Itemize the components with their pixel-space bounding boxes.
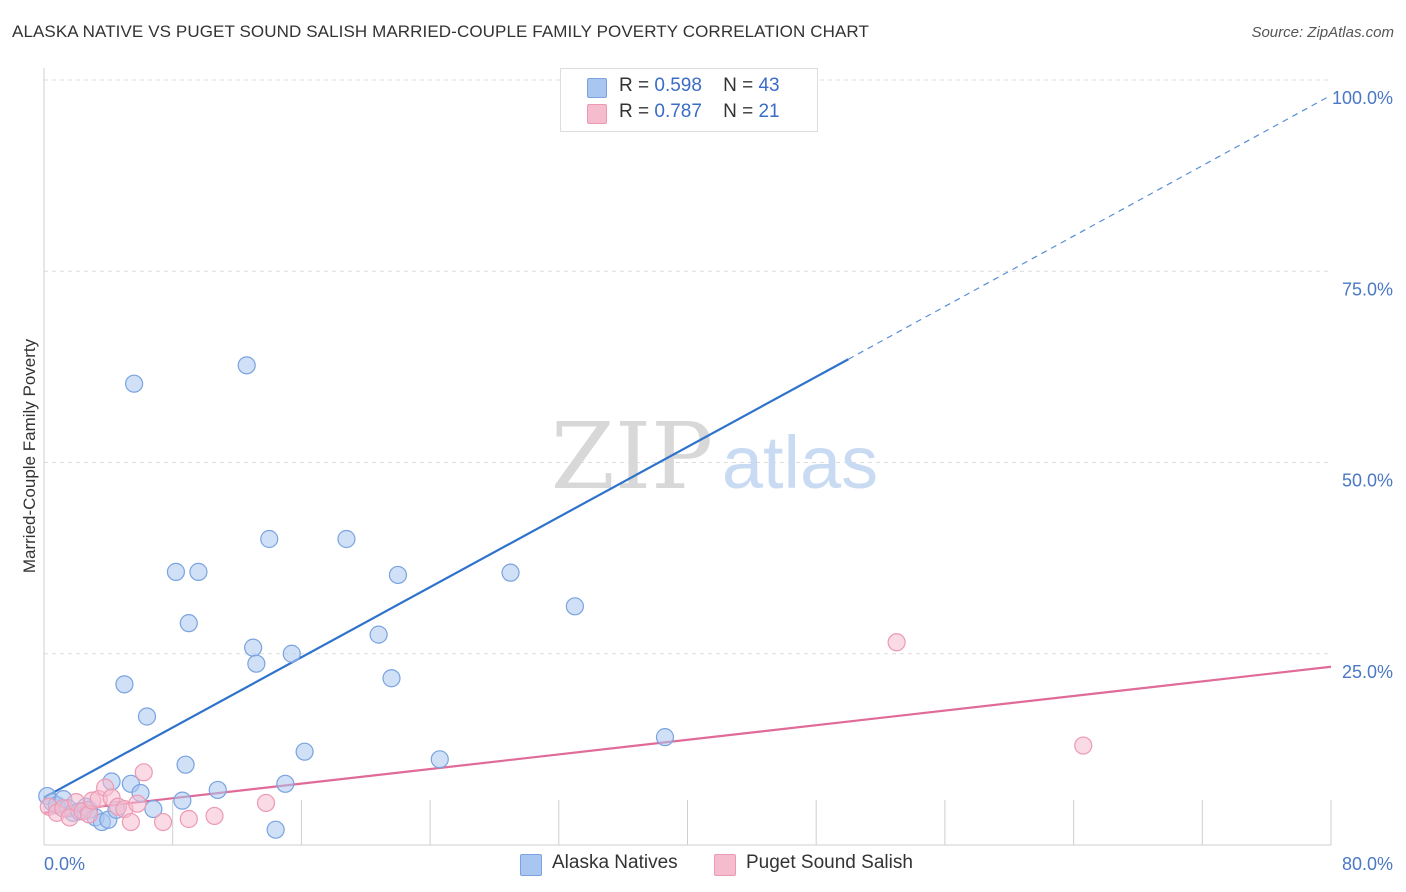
alaska-natives-point (260, 529, 279, 549)
x-tick-label: 0.0% (44, 854, 85, 874)
puget-sound-salish-point (887, 633, 906, 652)
watermark-zip: ZIP (551, 403, 713, 510)
alaska-natives-trend-extension (848, 94, 1332, 360)
alaska-natives-trend-line (43, 358, 849, 799)
alaska-natives-point (282, 644, 301, 663)
puget-sound-salish-point (128, 794, 147, 813)
trend-lines (43, 94, 1332, 814)
y-tick-label: 25.0% (1342, 662, 1393, 682)
alaska-natives-point (176, 755, 195, 774)
alaska-natives-point (388, 565, 408, 585)
legend-r-label: R = (619, 101, 650, 122)
bottom-legend-label: Alaska Natives (552, 852, 678, 873)
legend-swatch-pink (587, 104, 607, 124)
alaska-natives-point (369, 625, 388, 644)
legend-swatch-blue (587, 78, 607, 98)
alaska-natives-point (173, 791, 192, 810)
alaska-natives-point (166, 562, 186, 581)
bottom-legend-swatch-blue (520, 854, 542, 876)
alaska-natives-point (189, 562, 208, 581)
alaska-natives-point (565, 597, 584, 616)
puget-sound-salish-point (256, 793, 276, 813)
alaska-natives-point (382, 669, 401, 688)
alaska-natives-point (247, 654, 266, 673)
bottom-legend-label: Puget Sound Salish (746, 852, 913, 873)
alaska-natives-point (179, 614, 198, 633)
gridlines (44, 79, 1331, 655)
bottom-legend-swatch-pink (714, 854, 736, 876)
puget-sound-salish-point (153, 812, 173, 832)
alaska-natives-point (237, 356, 256, 375)
tick-labels: 25.0% 50.0% 75.0% 100.0% 0.0% 80.0% (44, 88, 1393, 874)
legend-r-value: 0.598 (654, 75, 702, 96)
puget-sound-salish-point (134, 763, 153, 782)
alaska-natives-point (266, 820, 285, 839)
x-tick-label: 80.0% (1342, 854, 1393, 874)
alaska-natives-point (144, 799, 163, 819)
legend-n-label: N = (723, 101, 754, 122)
legend-n-label: N = (723, 75, 754, 96)
y-tick-label: 75.0% (1342, 279, 1393, 299)
alaska-natives-point (295, 742, 314, 761)
legend-n-value: 21 (758, 101, 780, 122)
watermark-atlas: atlas (722, 421, 878, 504)
legend-r-value: 0.787 (654, 101, 702, 122)
alaska-natives-point (244, 638, 263, 657)
puget-sound-salish-point (205, 806, 224, 826)
source-label: Source: ZipAtlas.com (1251, 24, 1394, 41)
y-tick-label: 100.0% (1332, 88, 1393, 108)
axes (43, 68, 1332, 846)
data-points (38, 70, 1093, 839)
alaska-natives-point (655, 728, 675, 747)
watermark: ZIP atlas (551, 403, 878, 510)
y-axis-title: Married-Couple Family Poverty (20, 338, 39, 573)
alaska-natives-point (137, 707, 157, 726)
alaska-natives-point (430, 750, 449, 769)
legend-n-value: 43 (758, 75, 780, 96)
puget-sound-salish-point (121, 812, 140, 832)
alaska-natives-point (337, 529, 356, 549)
legend: R = 0.598 N = 43 R = 0.787 N = 21 (560, 68, 818, 132)
alaska-natives-point (124, 374, 144, 393)
puget-sound-salish-point (179, 809, 198, 829)
y-tick-label: 50.0% (1342, 471, 1393, 491)
puget-sound-salish-trend-line (43, 665, 1332, 814)
chart-title: ALASKA NATIVE VS PUGET SOUND SALISH MARR… (12, 22, 869, 41)
puget-sound-salish-point (1074, 736, 1093, 755)
alaska-natives-point (276, 774, 295, 793)
alaska-natives-point (501, 563, 520, 582)
alaska-natives-point (115, 675, 134, 694)
alaska-natives-point (208, 780, 227, 800)
legend-r-label: R = (619, 75, 650, 96)
